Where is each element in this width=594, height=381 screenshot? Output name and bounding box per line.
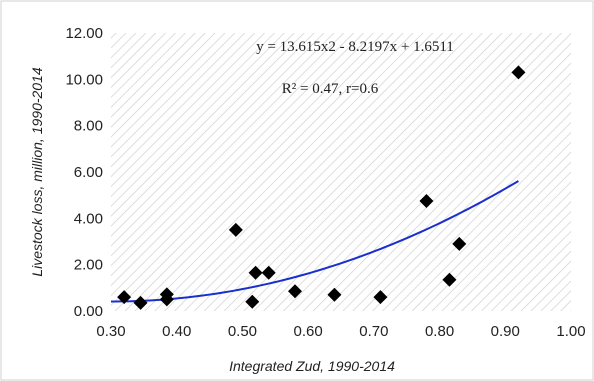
equation-annotation: y = 13.615x2 - 8.2197x + 1.6511 xyxy=(256,39,454,55)
x-tick-label: 0.60 xyxy=(294,323,323,340)
x-axis-title: Integrated Zud, 1990-2014 xyxy=(229,358,395,374)
r-squared-annotation: R² = 0.47, r=0.6 xyxy=(282,81,379,97)
data-point xyxy=(511,65,526,80)
data-point xyxy=(373,290,388,305)
x-tick-label: 0.80 xyxy=(425,323,454,340)
data-points xyxy=(117,65,526,310)
data-point xyxy=(288,284,302,299)
trendline xyxy=(111,180,519,303)
data-point xyxy=(159,287,174,302)
y-tick-label: 8.00 xyxy=(74,118,103,135)
y-axis-ticks: 0.00 2.00 4.00 6.00 8.00 10.00 12.00 xyxy=(65,25,103,320)
data-point xyxy=(261,265,276,280)
plot-area xyxy=(111,33,571,311)
y-tick-label: 4.00 xyxy=(74,210,103,227)
y-tick-label: 2.00 xyxy=(74,257,103,274)
y-tick-label: 12.00 xyxy=(65,25,103,42)
data-point xyxy=(419,193,434,208)
data-point xyxy=(327,287,342,302)
data-point xyxy=(442,272,457,287)
data-point xyxy=(133,295,148,310)
data-point xyxy=(228,222,243,237)
x-tick-label: 0.50 xyxy=(228,323,257,340)
x-tick-label: 0.70 xyxy=(359,323,388,340)
y-tick-label: 0.00 xyxy=(74,303,103,320)
y-axis-title: Livestock loss, million, 1990-2014 xyxy=(29,67,45,277)
y-tick-label: 10.00 xyxy=(65,71,103,88)
data-point xyxy=(245,294,260,309)
x-axis-ticks: 0.30 0.40 0.50 0.60 0.70 0.80 0.90 1.00 xyxy=(96,323,585,340)
x-tick-label: 0.90 xyxy=(491,323,520,340)
y-tick-label: 6.00 xyxy=(74,164,103,181)
data-point xyxy=(452,236,467,251)
data-point xyxy=(248,265,263,280)
x-tick-label: 0.30 xyxy=(96,323,125,340)
x-tick-label: 1.00 xyxy=(556,323,585,340)
data-point xyxy=(117,290,132,305)
x-tick-label: 0.40 xyxy=(162,323,191,340)
